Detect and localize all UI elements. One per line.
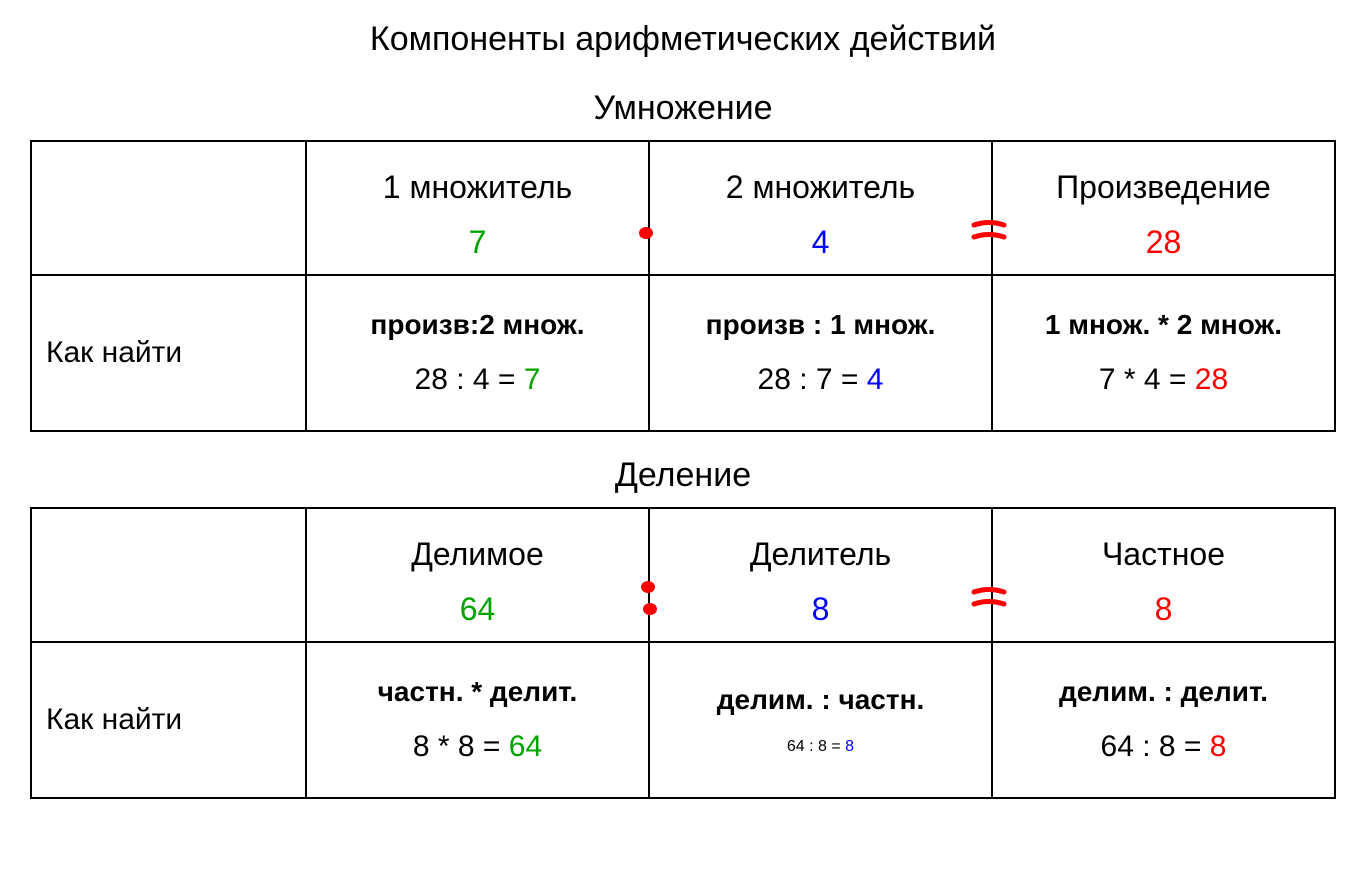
empty-cell bbox=[31, 141, 306, 275]
div-col1-header-cell: Делимое 64 bbox=[306, 508, 649, 642]
dot-operator-icon bbox=[638, 224, 658, 242]
div-col1-rule: частн. * делит. bbox=[313, 676, 642, 708]
mult-col2-header: 2 множитель bbox=[650, 169, 991, 206]
mult-col1-rule: произв:2 множ. bbox=[313, 309, 642, 341]
mult-col1-header: 1 множитель bbox=[307, 169, 648, 206]
mult-col2-value: 4 bbox=[650, 224, 991, 261]
div-col3-header: Частное bbox=[993, 536, 1334, 573]
colon-operator-icon bbox=[638, 579, 660, 624]
mult-col3-rule: 1 множ. * 2 множ. bbox=[999, 309, 1328, 341]
div-col3-rule: делим. : делит. bbox=[999, 676, 1328, 708]
mult-col3-header-cell: Произведение 28 bbox=[992, 141, 1335, 275]
div-col2-header-cell: Делитель 8 bbox=[649, 508, 992, 642]
mult-col1-find: произв:2 множ. 28 : 4 = 7 bbox=[306, 275, 649, 431]
div-col3-find: делим. : делит. 64 : 8 = 8 bbox=[992, 642, 1335, 798]
equals-operator-icon bbox=[971, 218, 1007, 249]
multiplication-title: Умножение bbox=[30, 89, 1336, 128]
mult-col1-header-cell: 1 множитель 7 bbox=[306, 141, 649, 275]
div-col1-find: частн. * делит. 8 * 8 = 64 bbox=[306, 642, 649, 798]
div-col2-rule: делим. : частн. bbox=[656, 684, 985, 716]
div-col2-header: Делитель bbox=[650, 536, 991, 573]
mult-col1-value: 7 bbox=[307, 224, 648, 261]
mult-find-label: Как найти bbox=[31, 275, 306, 431]
div-col3-example: 64 : 8 = 8 bbox=[999, 730, 1328, 764]
multiplication-table: 1 множитель 7 2 множитель 4 Произведение… bbox=[30, 140, 1336, 432]
mult-col3-find: 1 множ. * 2 множ. 7 * 4 = 28 bbox=[992, 275, 1335, 431]
div-col1-header: Делимое bbox=[307, 536, 648, 573]
division-title: Деление bbox=[30, 456, 1336, 495]
mult-col2-rule: произв : 1 множ. bbox=[656, 309, 985, 341]
main-title: Компоненты арифметических действий bbox=[30, 20, 1336, 59]
div-col1-example: 8 * 8 = 64 bbox=[313, 730, 642, 764]
mult-col3-value: 28 bbox=[993, 224, 1334, 261]
mult-col3-header: Произведение bbox=[993, 169, 1334, 206]
div-col1-value: 64 bbox=[307, 591, 648, 628]
mult-col2-header-cell: 2 множитель 4 bbox=[649, 141, 992, 275]
mult-col2-find: произв : 1 множ. 28 : 7 = 4 bbox=[649, 275, 992, 431]
div-col3-header-cell: Частное 8 bbox=[992, 508, 1335, 642]
division-table: Делимое 64 Делитель 8 Частное 8 bbox=[30, 507, 1336, 799]
mult-col1-example: 28 : 4 = 7 bbox=[313, 363, 642, 397]
div-find-label: Как найти bbox=[31, 642, 306, 798]
mult-col2-example: 28 : 7 = 4 bbox=[656, 363, 985, 397]
empty-cell bbox=[31, 508, 306, 642]
mult-col3-example: 7 * 4 = 28 bbox=[999, 363, 1328, 397]
div-col2-find: делим. : частн. 64 : 8 = 8 bbox=[649, 642, 992, 798]
equals-operator-icon bbox=[971, 585, 1007, 616]
div-col2-value: 8 bbox=[650, 591, 991, 628]
div-col3-value: 8 bbox=[993, 591, 1334, 628]
